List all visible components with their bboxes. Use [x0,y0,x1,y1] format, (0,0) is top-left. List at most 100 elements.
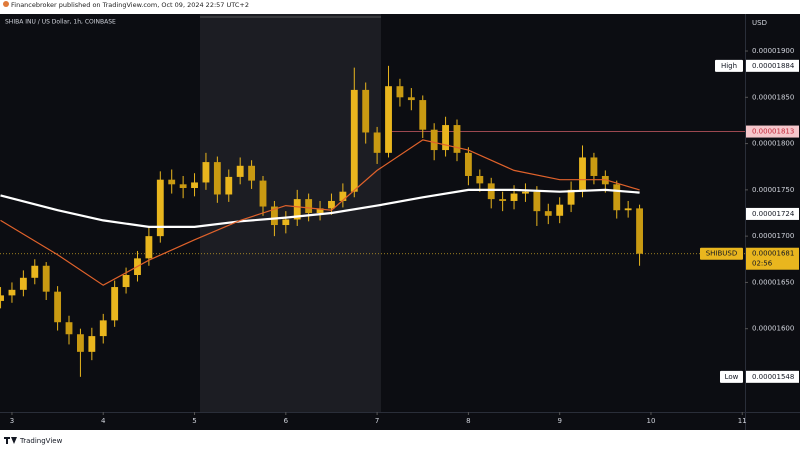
candle-body [0,295,4,301]
candle-body [453,125,461,153]
candle-body [396,86,404,98]
price-badge [746,370,799,383]
badge-tag-label: SHIBUSD [706,250,738,258]
candle-body [476,175,484,184]
x-tick-label: 5 [192,417,196,425]
candle-body [305,199,313,213]
candle-body [31,265,39,278]
candle-body [544,211,552,216]
candle-body [567,189,575,205]
y-tick-label: 0.00001650 [752,278,794,286]
y-tick-label: 0.00001700 [752,232,794,240]
candle-body [156,179,164,237]
candle-body [248,165,256,181]
candle-body [168,179,176,185]
y-tick-label: 0.00001850 [752,93,794,101]
candle-body [8,289,16,296]
x-tick-label: 11 [738,417,747,425]
x-tick-label: 7 [375,417,379,425]
y-tick-label: 0.00001900 [752,47,794,55]
x-tick-label: 8 [466,417,470,425]
candle-body [499,199,507,201]
header-bar [0,0,800,14]
candle-body [236,165,244,177]
x-tick-label: 6 [284,417,289,425]
candle-body [590,157,598,176]
candle-body [259,180,267,207]
moving-average [0,139,640,286]
footer-bar [0,430,800,450]
candle-body [19,277,27,290]
candle-body [522,191,529,194]
moving-average [0,188,640,228]
x-tick-label: 9 [557,417,561,425]
candle-body [179,184,187,189]
candle-body [111,287,119,321]
candle-body [191,182,198,189]
candle-body [362,89,370,133]
candle-body [316,208,324,213]
countdown: 02:56 [752,260,773,268]
candle-body [636,208,643,254]
candle-body [225,176,233,195]
candle-body [385,86,392,153]
price-badge-label: 0.00001681 [752,250,794,258]
candle-body [213,162,221,195]
candle-body [42,265,50,292]
brand-name: TradingView [19,437,63,445]
candle-body [282,219,290,226]
chart-title: SHIBA INU / US Dollar, 1h, COINBASE [5,19,116,26]
x-tick-label: 4 [101,417,106,425]
candle-body [328,200,335,209]
candle-body [613,184,621,211]
y-tick-label: 0.00001750 [752,186,794,194]
avatar [3,1,9,7]
price-badge-label: 0.00001548 [752,373,794,381]
candle-body [510,193,518,201]
candle-body [293,199,301,220]
candle-body [419,100,427,130]
price-badge-label: 0.00001884 [752,62,795,70]
price-badge-label: 0.00001724 [752,210,795,218]
candle-body [350,89,358,192]
candle-body [430,129,438,151]
currency-label: USD [752,19,767,27]
candle-body [54,291,62,323]
candle-body [579,157,586,190]
y-tick-label: 0.00001800 [752,140,794,148]
candle-body [99,320,107,337]
badge-tag-label: High [721,62,737,70]
candle-body [145,236,153,259]
badge-tag [715,59,743,72]
candle-body [65,322,73,335]
y-tick-label: 0.00001600 [752,325,794,333]
candle-body [270,206,278,226]
price-badge [746,207,799,220]
candle-body [464,152,472,176]
price-badge [746,125,799,138]
source-text: Financebroker published on TradingView.c… [11,1,249,9]
candle-body [442,125,449,151]
candle-body [202,162,210,183]
x-tick-label: 10 [647,417,656,425]
price-badge [746,59,799,72]
price-badge-label: 0.00001813 [752,128,794,136]
candle-body [533,191,541,212]
badge-tag [720,370,743,383]
candle-body [407,97,415,101]
candle-body [88,336,96,352]
x-tick-label: 3 [10,417,14,425]
price-badge [746,247,799,270]
badge-tag-label: Low [725,373,739,381]
badge-tag [700,247,743,260]
session-highlight [200,14,381,412]
candle-body [339,191,347,201]
candle-body [487,183,495,200]
brand-logo [4,437,17,444]
candle-body [122,275,130,288]
candle-body [77,334,84,352]
candle-body [373,132,381,153]
candle-body [556,204,564,216]
